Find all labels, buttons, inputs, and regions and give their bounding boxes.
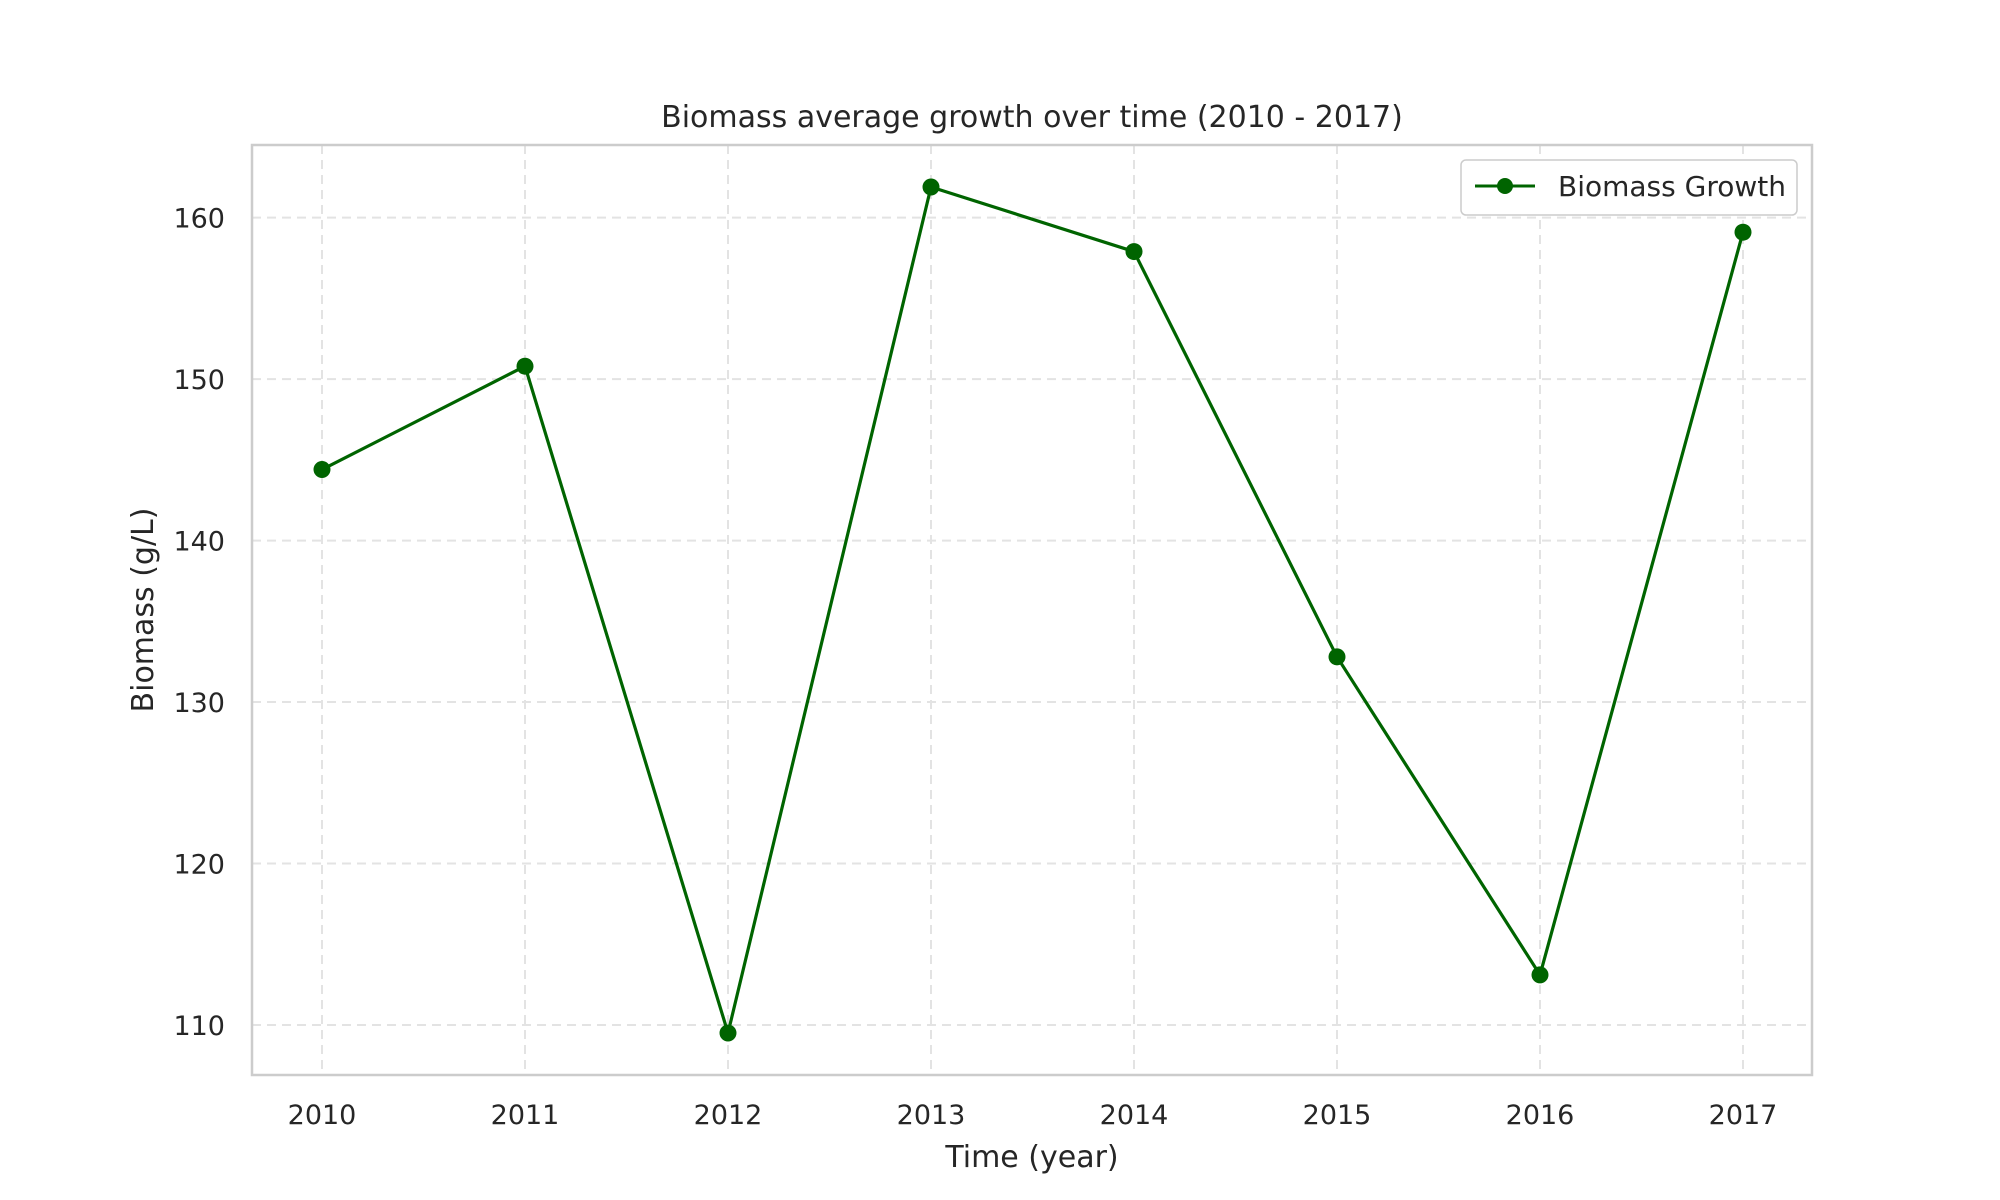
x-tick-label: 2014: [1100, 1100, 1169, 1131]
legend-label: Biomass Growth: [1558, 170, 1786, 203]
data-point: [922, 178, 940, 196]
y-tick-label: 130: [173, 688, 225, 719]
legend: Biomass Growth: [1460, 159, 1798, 216]
y-tick-label: 140: [173, 527, 225, 558]
y-tick-label: 110: [173, 1011, 225, 1042]
series-line: [321, 185, 1745, 1035]
legend-box: [1460, 159, 1798, 216]
chart-title: Biomass average growth over time (2010 -…: [661, 100, 1403, 135]
x-tick-label: 2017: [1709, 1100, 1778, 1131]
data-point: [1734, 223, 1752, 241]
data-point: [1531, 966, 1549, 984]
tick-labels: 2010 2011 2012 2013 2014 2015 2016 2017 110 120 13…: [173, 204, 1777, 1131]
legend-marker-swatch: [1497, 178, 1513, 194]
data-point: [516, 357, 534, 375]
data-point: [313, 461, 331, 479]
x-tick-label: 2011: [491, 1100, 560, 1131]
plot-area-frame: [250, 143, 1814, 1077]
x-tick-label: 2013: [897, 1100, 966, 1131]
y-tick-label: 160: [173, 204, 225, 235]
series-layer: [313, 178, 1752, 1042]
x-tick-label: 2012: [694, 1100, 763, 1131]
data-point: [1125, 243, 1143, 261]
x-tick-label: 2010: [288, 1100, 357, 1131]
y-tick-label: 120: [173, 849, 225, 880]
data-point: [719, 1024, 737, 1042]
y-tick-label: 150: [173, 365, 225, 396]
x-tick-label: 2016: [1506, 1100, 1575, 1131]
x-axis-label: Time (year): [944, 1140, 1118, 1175]
data-point: [1328, 648, 1346, 666]
y-axis-label: Biomass (g/L): [126, 508, 161, 713]
grid-lines: [252, 145, 1812, 1075]
x-tick-label: 2015: [1303, 1100, 1372, 1131]
